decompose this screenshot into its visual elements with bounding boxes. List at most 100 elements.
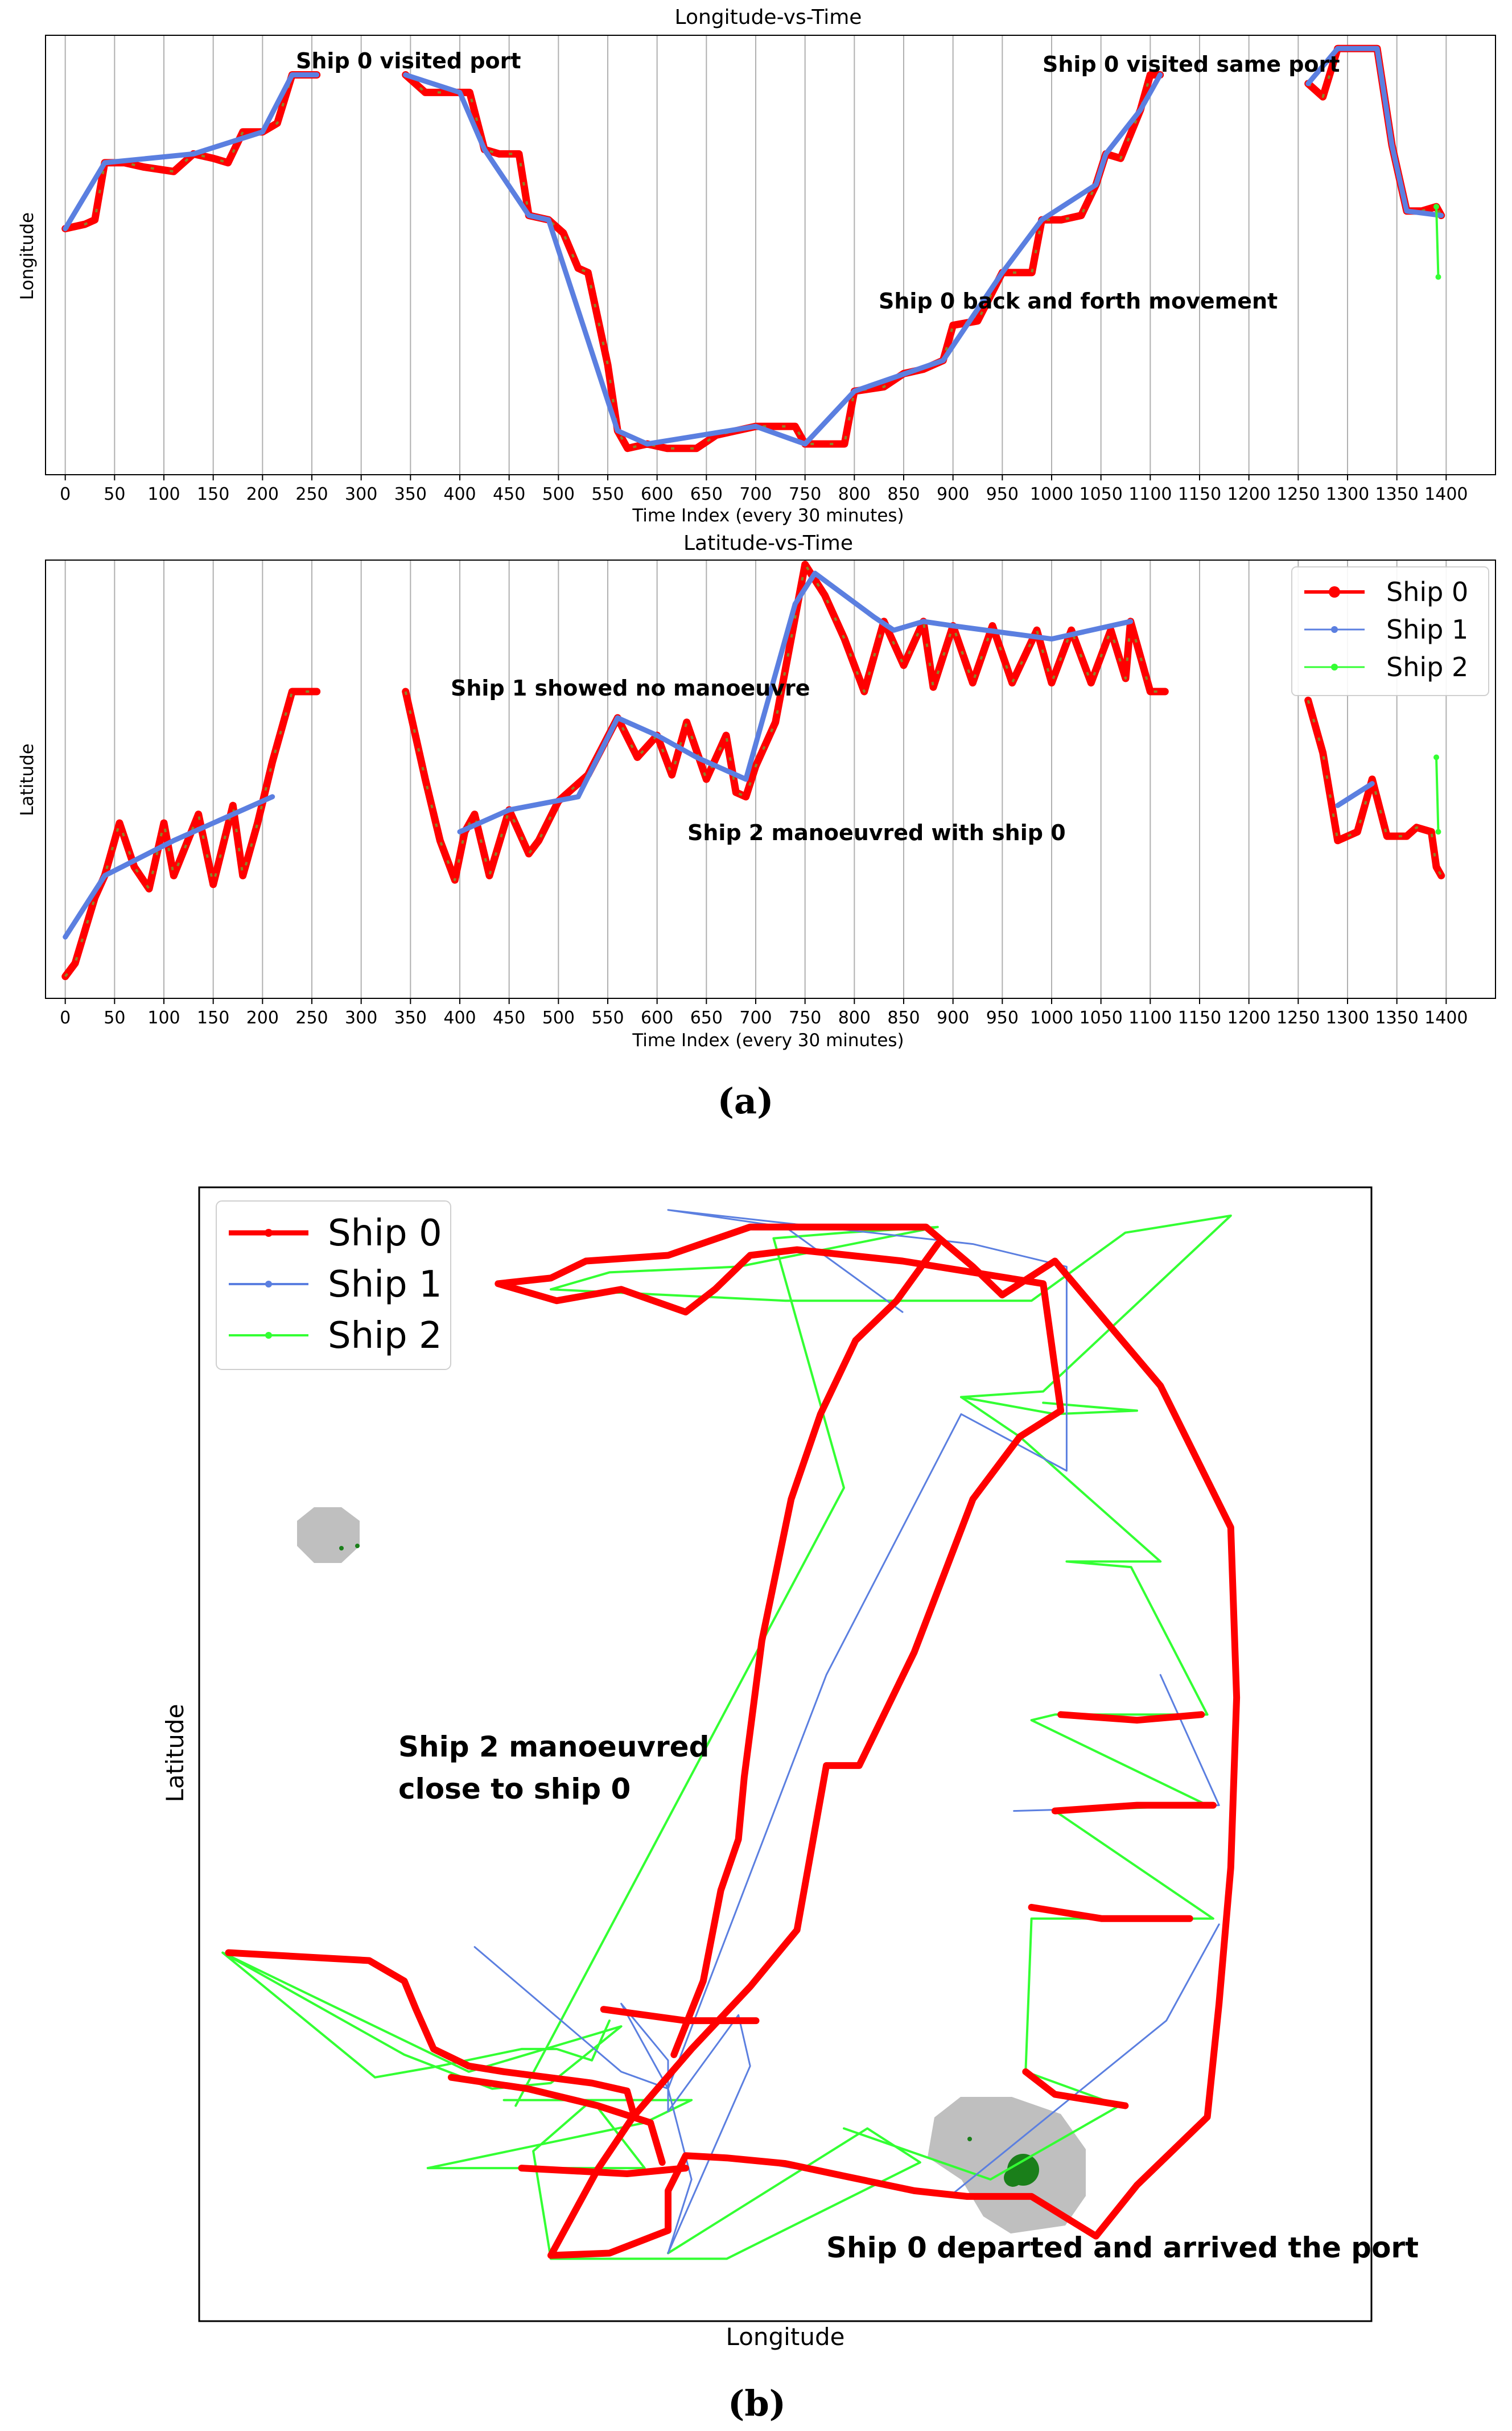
trajectory-ship-0 bbox=[447, 2074, 666, 2166]
legend-swatch-marker bbox=[265, 1332, 272, 1339]
series-line bbox=[63, 72, 320, 232]
x-tick-label: 400 bbox=[443, 484, 476, 504]
x-tick-label: 950 bbox=[986, 1008, 1019, 1028]
y-axis-label: Longitude bbox=[17, 212, 38, 300]
series-line bbox=[403, 72, 1163, 447]
x-tick-label: 650 bbox=[690, 484, 723, 504]
x-tick-label: 900 bbox=[937, 484, 969, 504]
series-line bbox=[402, 561, 1169, 884]
series-line bbox=[1435, 205, 1440, 278]
x-tick-label: 800 bbox=[838, 484, 871, 504]
x-axis-label: Time Index (every 30 minutes) bbox=[632, 505, 904, 526]
port-marker bbox=[967, 2137, 972, 2141]
port-marker bbox=[355, 1544, 360, 1548]
x-tick-label: 1050 bbox=[1079, 484, 1122, 504]
x-tick-label: 750 bbox=[789, 1008, 821, 1028]
x-axis-label: Time Index (every 30 minutes) bbox=[632, 1030, 904, 1051]
x-tick-label: 250 bbox=[295, 484, 328, 504]
x-tick-label: 1350 bbox=[1375, 1008, 1418, 1028]
x-tick-label: 150 bbox=[197, 1008, 229, 1028]
x-tick-label: 700 bbox=[739, 484, 772, 504]
trajectory-ship-0 bbox=[518, 2165, 689, 2177]
port-area-right bbox=[928, 2097, 1086, 2233]
x-tick-label: 500 bbox=[542, 1008, 575, 1028]
plot-frame bbox=[45, 35, 1496, 475]
x-tick-label: 600 bbox=[641, 484, 673, 504]
x-tick-label: 300 bbox=[345, 484, 377, 504]
x-tick-label: 700 bbox=[739, 1008, 772, 1028]
data-point bbox=[1433, 204, 1439, 210]
panel-label-a: (a) bbox=[718, 1080, 774, 1122]
longitude-vs-time-chart: Longitude-vs-Time 0 50 100 150 200 250 300 350 4… bbox=[17, 6, 1496, 526]
series-line bbox=[1335, 781, 1375, 808]
x-tick-label: 1200 bbox=[1227, 484, 1270, 504]
x-tick-label: 750 bbox=[789, 484, 821, 504]
series-line bbox=[1305, 46, 1444, 218]
x-tick-label: 200 bbox=[246, 1008, 279, 1028]
data-point bbox=[1435, 829, 1441, 835]
legend-swatch-marker bbox=[1331, 626, 1338, 633]
series-line bbox=[457, 570, 1134, 834]
x-tick-label: 1400 bbox=[1424, 1008, 1468, 1028]
trajectory-ship-2 bbox=[426, 2099, 921, 2260]
legend-label: Ship 0 bbox=[1386, 577, 1468, 607]
trajectory-ship-0 bbox=[1057, 1711, 1205, 1724]
x-tick-label: 600 bbox=[641, 1008, 673, 1028]
x-tick-label: 1000 bbox=[1030, 484, 1073, 504]
trajectory-ship-0 bbox=[1051, 1801, 1217, 1815]
series-line bbox=[1435, 756, 1440, 833]
chart-title: Latitude-vs-Time bbox=[683, 532, 853, 555]
port-marker bbox=[1004, 2169, 1022, 2187]
series-overlay bbox=[405, 73, 1160, 450]
x-axis-label: Longitude bbox=[726, 2323, 845, 2351]
x-tick-label: 1000 bbox=[1030, 1008, 1073, 1028]
annotation-ship2-close-line2: close to ship 0 bbox=[398, 1772, 631, 1805]
port-areas bbox=[297, 1507, 1086, 2233]
legend-swatch-marker bbox=[265, 1229, 273, 1237]
x-tick-label: 100 bbox=[147, 484, 180, 504]
x-tick-label: 850 bbox=[887, 1008, 920, 1028]
series-line bbox=[402, 71, 1164, 453]
x-tick-label: 1150 bbox=[1178, 1008, 1221, 1028]
x-tick-label: 1300 bbox=[1326, 484, 1369, 504]
trajectory-ship-0 bbox=[600, 2006, 760, 2025]
x-tick-label: 50 bbox=[104, 484, 125, 504]
x-tick-label: 1350 bbox=[1375, 484, 1418, 504]
trajectory-ship-2 bbox=[221, 1951, 623, 2090]
annotation-ship2-manoeuvred: Ship 2 manoeuvred with ship 0 bbox=[687, 820, 1066, 845]
annotation-no-manoeuvre: Ship 1 showed no manoeuvre bbox=[451, 676, 810, 701]
trajectory-ship-2 bbox=[514, 1214, 1232, 2181]
legend-box bbox=[1291, 566, 1489, 696]
series-line bbox=[1304, 696, 1445, 879]
annotation-departed-arrived: Ship 0 departed and arrived the port bbox=[826, 2231, 1419, 2264]
x-tick-label: 1250 bbox=[1276, 484, 1320, 504]
series-line bbox=[63, 794, 275, 940]
legend-swatch-marker bbox=[265, 1281, 272, 1288]
x-tick-label: 1050 bbox=[1079, 1008, 1122, 1028]
trajectory-ship-0 bbox=[1022, 2068, 1129, 2109]
annotation-visited-port: Ship 0 visited port bbox=[296, 48, 521, 73]
x-tick-label: 1100 bbox=[1128, 484, 1172, 504]
port-area-left bbox=[297, 1507, 360, 1563]
x-tick-label: 0 bbox=[60, 1008, 71, 1028]
x-tick-label: 200 bbox=[246, 484, 279, 504]
annotation-ship2-close-line1: Ship 2 manoeuvred bbox=[398, 1730, 709, 1763]
legend-label: Ship 1 bbox=[1386, 614, 1468, 645]
x-tick-label: 650 bbox=[690, 1008, 723, 1028]
panel-label-b: (b) bbox=[728, 2383, 786, 2424]
x-tick-label: 550 bbox=[591, 1008, 624, 1028]
legend: Ship 0 Ship 1 Ship 2 bbox=[216, 1200, 451, 1370]
legend-label: Ship 1 bbox=[328, 1264, 442, 1306]
legend: Ship 0 Ship 1 Ship 2 bbox=[1291, 566, 1489, 696]
x-tick-label: 300 bbox=[345, 1008, 377, 1028]
chart-title: Longitude-vs-Time bbox=[675, 6, 862, 29]
x-tick-label: 1250 bbox=[1276, 1008, 1320, 1028]
legend-swatch-marker bbox=[1331, 664, 1338, 671]
legend-label: Ship 0 bbox=[328, 1212, 442, 1254]
x-tick-label: 1150 bbox=[1178, 484, 1221, 504]
x-tick-label: 450 bbox=[493, 1008, 525, 1028]
y-axis-label: Latitude bbox=[161, 1704, 189, 1803]
trajectory-ship-0 bbox=[225, 1949, 637, 2115]
trajectory-ship-0 bbox=[670, 1240, 941, 2058]
